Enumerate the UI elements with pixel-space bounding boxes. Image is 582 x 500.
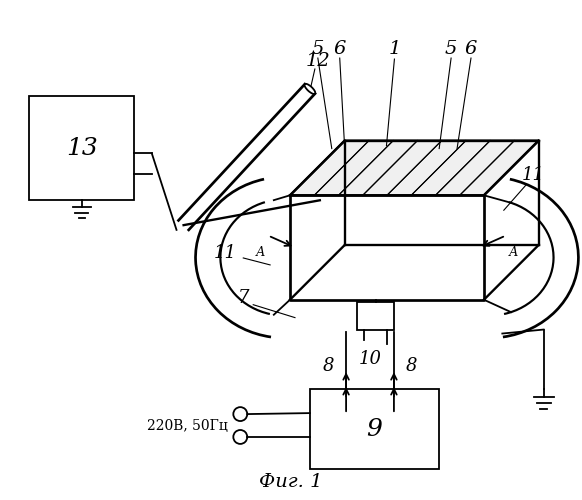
Ellipse shape bbox=[304, 84, 315, 94]
Text: 1: 1 bbox=[388, 40, 400, 58]
Text: 11: 11 bbox=[522, 166, 545, 184]
Bar bbox=[357, 302, 395, 330]
Text: 6: 6 bbox=[333, 40, 346, 58]
Text: 7: 7 bbox=[237, 288, 249, 306]
Text: 5: 5 bbox=[312, 40, 324, 58]
Text: А: А bbox=[509, 246, 519, 259]
Text: 9: 9 bbox=[367, 418, 382, 440]
Text: Фиг. 1: Фиг. 1 bbox=[259, 472, 323, 490]
Text: 12: 12 bbox=[306, 52, 330, 70]
Text: 11: 11 bbox=[214, 244, 237, 262]
Text: 10: 10 bbox=[359, 350, 382, 368]
Text: 5: 5 bbox=[445, 40, 457, 58]
Text: А: А bbox=[255, 246, 265, 259]
Polygon shape bbox=[290, 140, 538, 196]
Text: 8: 8 bbox=[406, 358, 417, 376]
Text: 220В, 50Гц: 220В, 50Гц bbox=[147, 418, 228, 432]
Text: 6: 6 bbox=[465, 40, 477, 58]
Text: 8: 8 bbox=[322, 358, 334, 376]
Text: 13: 13 bbox=[66, 136, 98, 160]
Bar bbox=[30, 96, 134, 200]
Bar bbox=[310, 389, 439, 469]
